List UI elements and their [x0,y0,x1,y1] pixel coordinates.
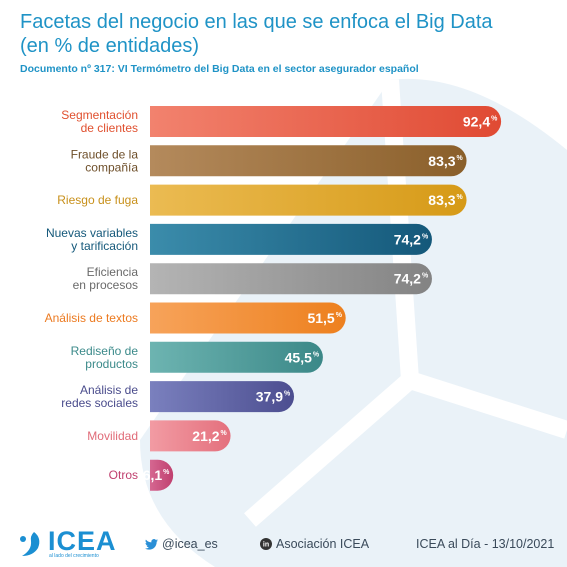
category-label: Nuevas variables y tarificación [46,226,138,253]
value-label: 45,5 [285,349,312,365]
category-label: Riesgo de fuga [57,193,138,207]
chart-subtitle: Documento nº 317: VI Termómetro del Big … [20,63,419,75]
category-label: Análisis de redes sociales [61,383,138,410]
title-line-1: Facetas del negocio en las que se enfoca… [20,11,493,33]
value-percent-sign: % [422,233,429,240]
title-line-2: (en % de entidades) [20,35,200,57]
value-label: 92,4 [463,114,490,130]
value-percent-sign: % [457,155,464,162]
value-label: 83,3 [428,153,455,169]
bar [150,263,432,295]
bar-group: 74,2 % Nuevas variables y tarificación [46,223,432,255]
category-label: Rediseño de productos [71,344,139,371]
category-label: Segmentación de clientes [61,108,138,135]
linkedin-icon: in [260,538,272,550]
bar-group: 74,2 % Eficiencia en procesos [73,263,432,295]
bar-group: 21,2 % Movilidad [87,420,231,452]
chart-header: Facetas del negocio en las que se enfoca… [20,10,493,75]
value-percent-sign: % [457,194,464,201]
category-label: Movilidad [87,429,138,443]
bar-group: 83,3 % Fraude de la compañía [71,145,467,177]
bar [150,184,467,216]
category-label: Fraude de la compañía [71,147,139,174]
category-label: Análisis de textos [45,311,138,325]
svg-text:in: in [263,542,269,549]
category-label: Otros [109,468,138,482]
bar-group: 92,4 % Segmentación de clientes [61,106,502,137]
value-label: 21,2 [192,428,219,444]
logo-text: ICEA [48,526,117,556]
twitter-link[interactable]: @icea_es [145,537,218,551]
twitter-handle: @icea_es [162,537,218,551]
icea-logo-mark-icon [20,532,40,556]
footer: ICEA al lado del crecimiento @icea_es in… [0,520,567,567]
category-label: Eficiencia en procesos [73,265,139,292]
value-percent-sign: % [336,312,343,319]
bar-group: 37,9 % Análisis de redes sociales [61,381,295,413]
value-label: 74,2 [394,231,421,247]
value-label: 6,1 [143,467,163,483]
value-percent-sign: % [422,273,429,280]
value-label: 74,2 [394,271,421,287]
bar [150,341,323,373]
bar [150,381,295,413]
publication-date: ICEA al Día - 13/10/2021 [416,537,555,551]
value-percent-sign: % [163,469,170,476]
chart-title: Facetas del negocio en las que se enfoca… [20,10,493,58]
value-percent-sign: % [284,391,291,398]
bar [150,302,346,334]
bar-group: 83,3 % Riesgo de fuga [57,184,467,216]
value-percent-sign: % [221,430,228,437]
value-label: 51,5 [307,310,334,326]
value-percent-sign: % [313,351,320,358]
bar [150,459,174,491]
bar-group: 45,5 % Rediseño de productos [71,341,323,373]
bar-group: 51,5 % Análisis de textos [45,302,346,334]
bar [150,223,432,255]
bar [150,145,467,177]
value-percent-sign: % [491,116,498,123]
linkedin-link[interactable]: in Asociación ICEA [260,537,369,551]
bar [150,420,231,452]
value-label: 37,9 [256,389,283,405]
linkedin-name: Asociación ICEA [276,537,370,551]
twitter-icon [145,538,158,550]
logo-tagline: al lado del crecimiento [49,553,99,559]
bar-group: 6,1 % Otros [109,459,174,491]
value-label: 83,3 [428,192,455,208]
bar [150,106,502,137]
